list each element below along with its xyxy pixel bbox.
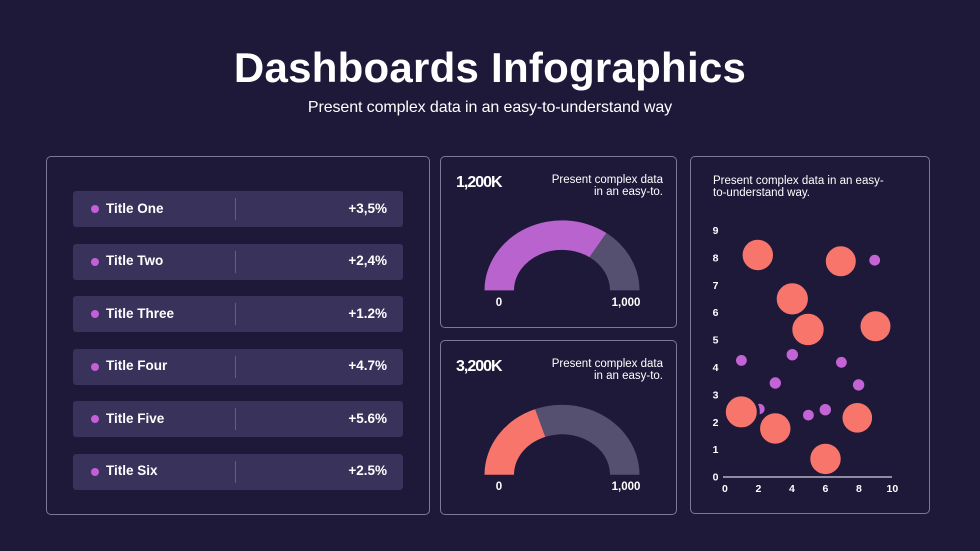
svg-text:4: 4 (789, 483, 795, 495)
svg-text:5: 5 (713, 335, 719, 347)
svg-text:4: 4 (713, 362, 719, 374)
svg-text:0: 0 (722, 483, 728, 495)
svg-text:2: 2 (755, 483, 761, 495)
svg-text:3: 3 (713, 389, 719, 401)
svg-text:0: 0 (713, 472, 719, 484)
svg-text:7: 7 (713, 280, 719, 292)
svg-text:6: 6 (822, 483, 828, 495)
svg-text:2: 2 (713, 417, 719, 429)
svg-text:10: 10 (887, 483, 899, 495)
svg-text:8: 8 (856, 483, 862, 495)
svg-text:1: 1 (713, 444, 719, 456)
svg-text:9: 9 (713, 225, 719, 237)
svg-text:8: 8 (713, 252, 719, 264)
svg-text:6: 6 (713, 307, 719, 319)
